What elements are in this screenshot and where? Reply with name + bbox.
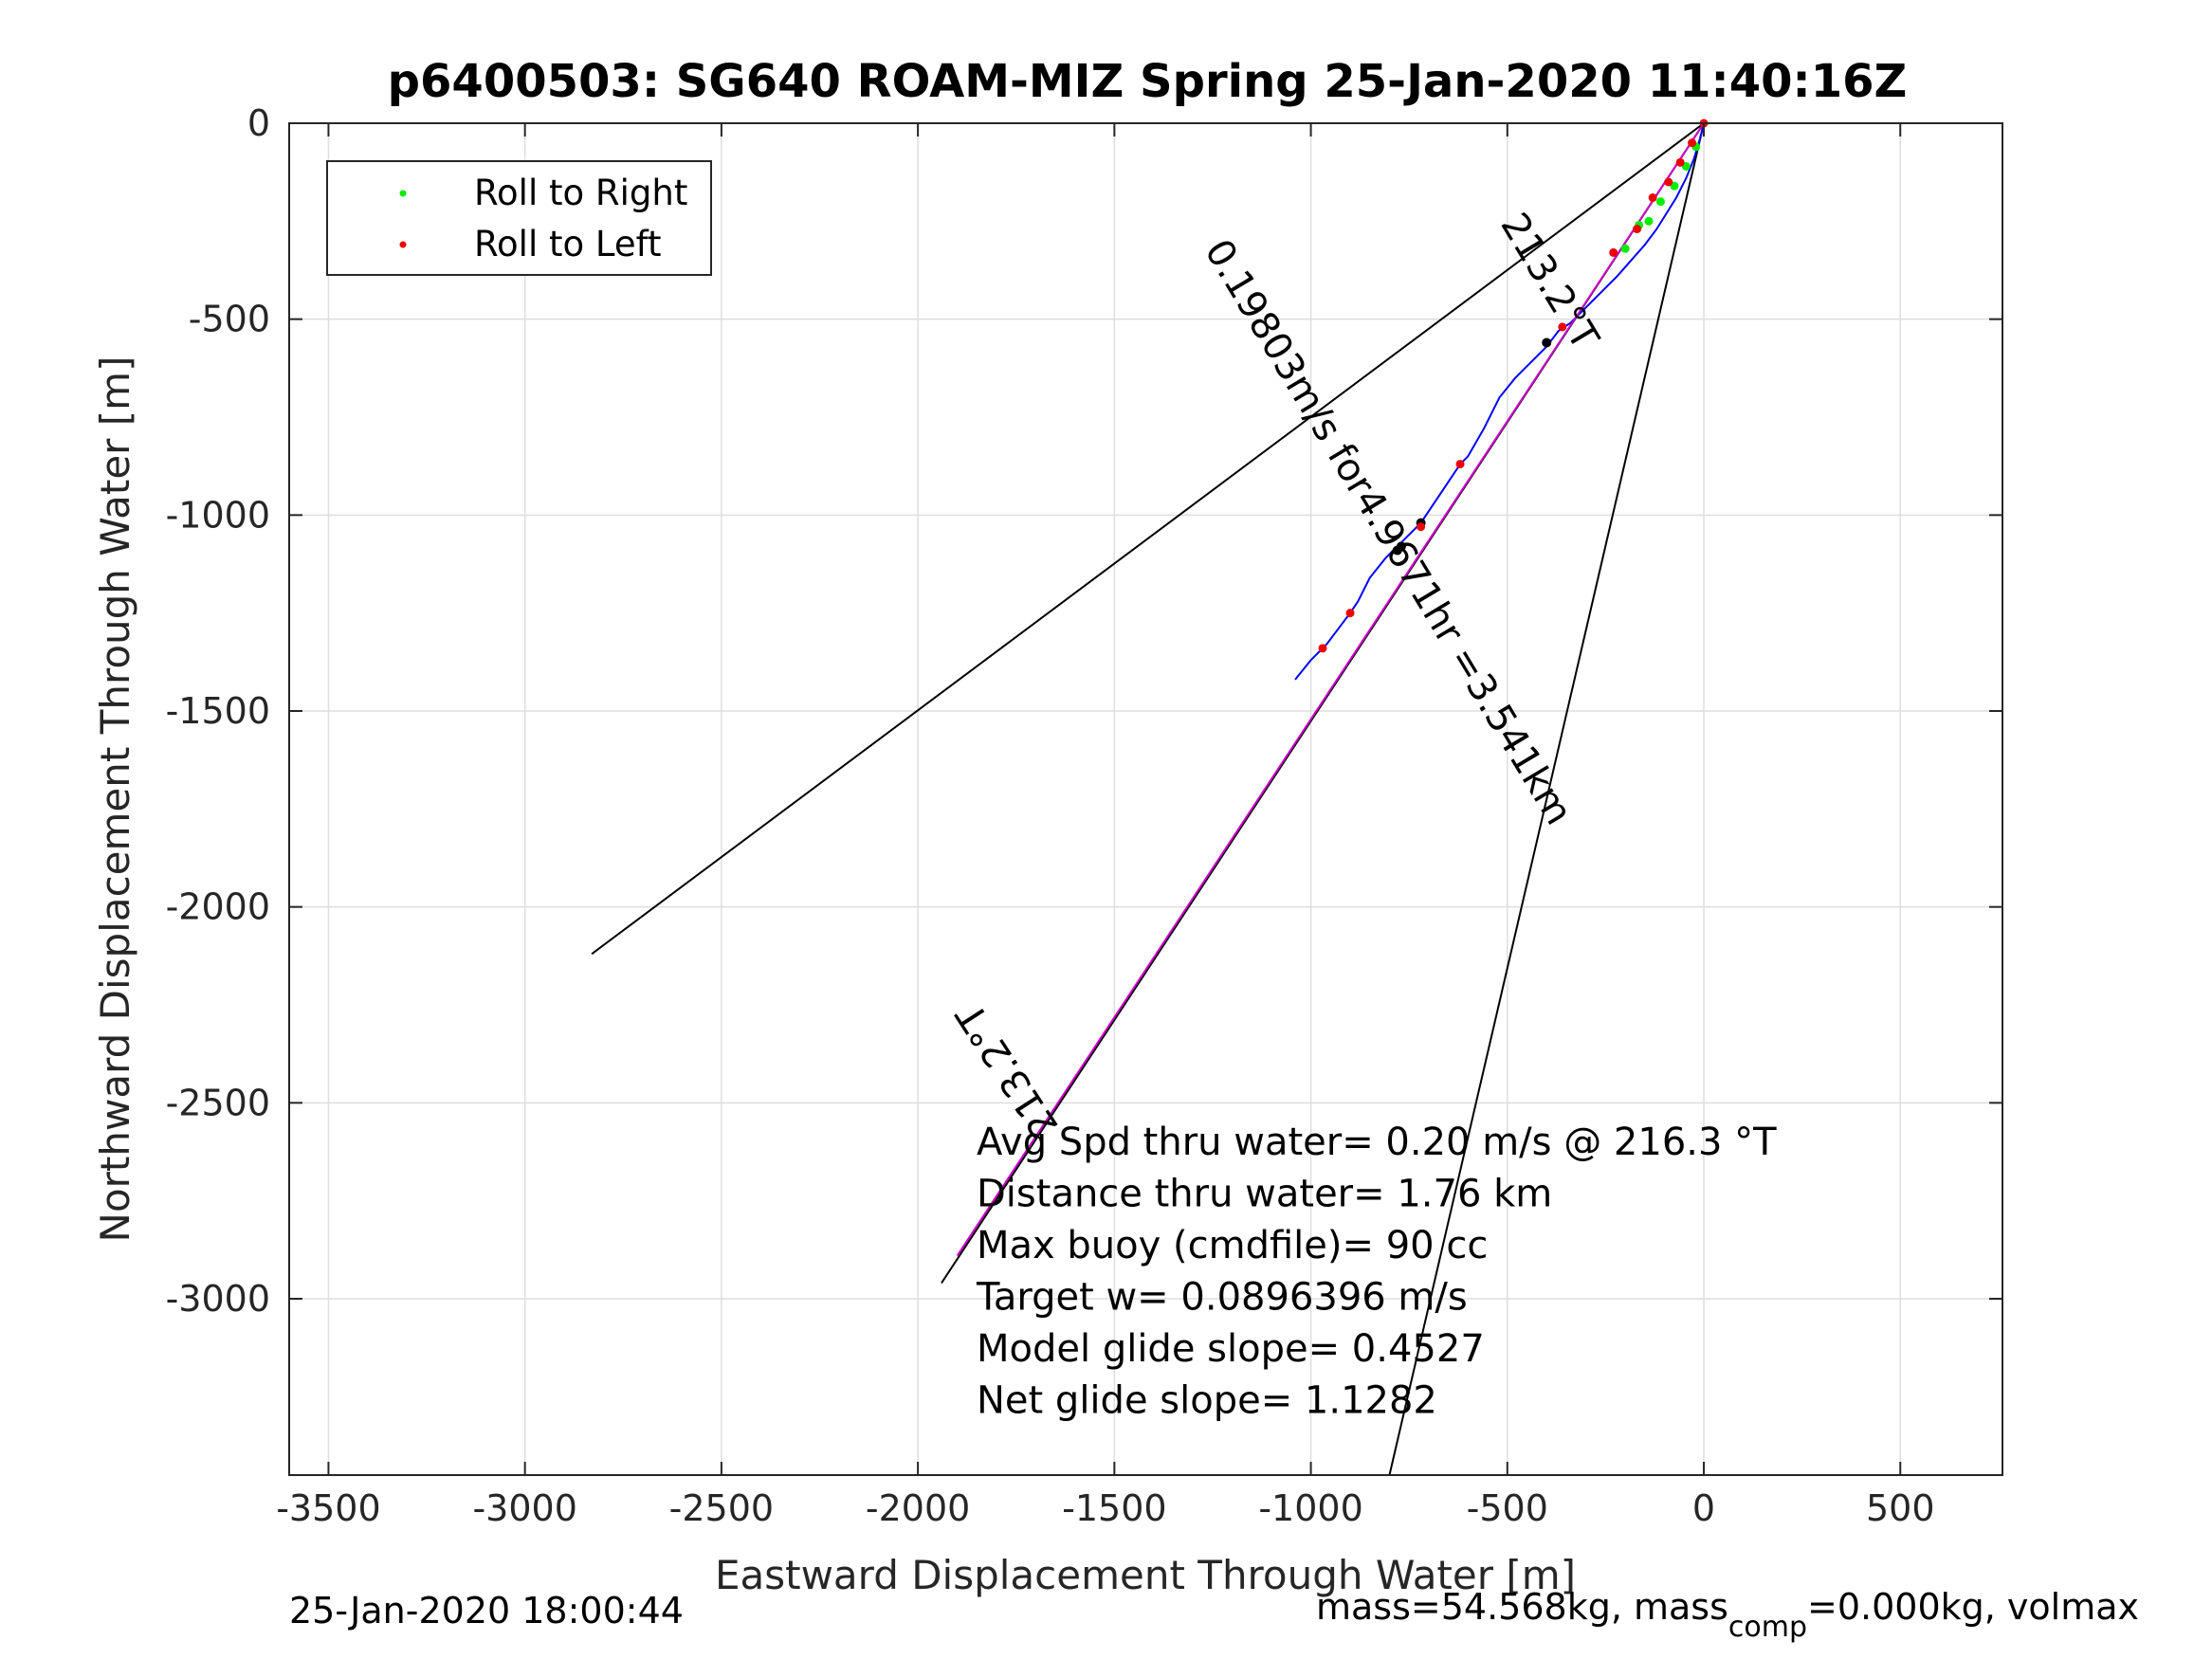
y-tick-label: 0 [247,102,270,144]
x-tick-label: 0 [1692,1487,1715,1529]
y-tick-label: -1500 [166,690,270,732]
stats-line: Model glide slope= 0.4527 [977,1327,1485,1371]
series-glider-track [1294,122,1705,681]
legend-label-roll-right: Roll to Right [474,173,687,213]
footer-mass-subscript: comp [1728,1611,1807,1644]
x-tick-label: -3500 [276,1487,380,1529]
roll-left-point [1648,193,1657,203]
y-axis-label: Northward Displacement Through Water [m] [92,356,138,1243]
footer-mass-suffix: =0.000kg, volmax [1807,1586,2139,1628]
series-group [956,122,1705,1257]
stats-line: Distance thru water= 1.76 km [977,1173,1552,1216]
roll-left-point [1455,460,1465,469]
x-tick-label: -2500 [669,1487,774,1529]
y-tick-label: -500 [189,299,270,340]
stats-line: Avg Spd thru water= 0.20 m/s @ 216.3 °T [977,1121,1777,1164]
roll-left-point [1558,322,1567,332]
footer-mass: mass=54.568kg, masscomp=0.000kg, volmax [1316,1586,2139,1644]
roll-right-point [1644,216,1654,226]
y-tick-label: -2500 [166,1082,270,1123]
upper-bound-line [591,122,1705,956]
footer-timestamp: 25-Jan-2020 18:00:44 [289,1590,684,1632]
stats-block: Avg Spd thru water= 0.20 m/s @ 216.3 °T D… [976,1121,1777,1423]
plot-area [289,123,2002,1475]
x-tick-label: -3000 [472,1487,576,1529]
roll-left-point [1417,522,1426,532]
roll-left-point [1664,177,1673,187]
stats-line: Net glide slope= 1.1282 [977,1379,1437,1423]
roll-point-dark [1396,541,1406,552]
legend-marker-roll-right [399,190,407,197]
lower-bound-line [1388,122,1705,1476]
y-tick-label: -3000 [166,1278,270,1320]
x-tick-label: -1500 [1062,1487,1166,1529]
legend-marker-roll-left [399,241,407,248]
y-tick-label: -1000 [166,494,270,536]
x-tick-label: 500 [1866,1487,1935,1529]
y-tick-label: -2000 [166,886,270,928]
tick-group: -3500 -3000 -2500 -2000 -1500 -1000 -500 0 500 0 -… [166,102,2002,1529]
footer-mass-prefix: mass=54.568kg, mass [1316,1586,1728,1628]
legend[interactable]: Roll to Right Roll to Left [326,160,712,276]
roll-right-point [1620,244,1630,253]
roll-left-point [1688,138,1697,148]
plot-frame [288,122,2003,1476]
x-tick-label: -1000 [1258,1487,1362,1529]
x-tick-label: -2000 [866,1487,970,1529]
stats-line: Target w= 0.0896396 m/s [976,1276,1468,1320]
x-axis-label: Eastward Displacement Through Water [m] [715,1552,1576,1598]
stats-line: Max buoy (cmdfile)= 90 cc [977,1224,1488,1267]
roll-point-dark [1542,337,1552,348]
legend-box [326,160,712,276]
marker-group [1318,118,1709,653]
roll-left-point [1675,157,1685,167]
roll-left-point [1633,225,1642,234]
series-current-corrected-heading [956,122,1705,1257]
chart-title: p6400503: SG640 ROAM-MIZ Spring 25-Jan-2… [388,55,1908,108]
roll-left-point [1345,609,1355,618]
roll-left-point [1609,247,1618,257]
roll-right-point [1655,197,1665,207]
roll-left-point [1318,644,1327,653]
x-tick-label: -500 [1467,1487,1548,1529]
legend-label-roll-left: Roll to Left [474,224,662,264]
